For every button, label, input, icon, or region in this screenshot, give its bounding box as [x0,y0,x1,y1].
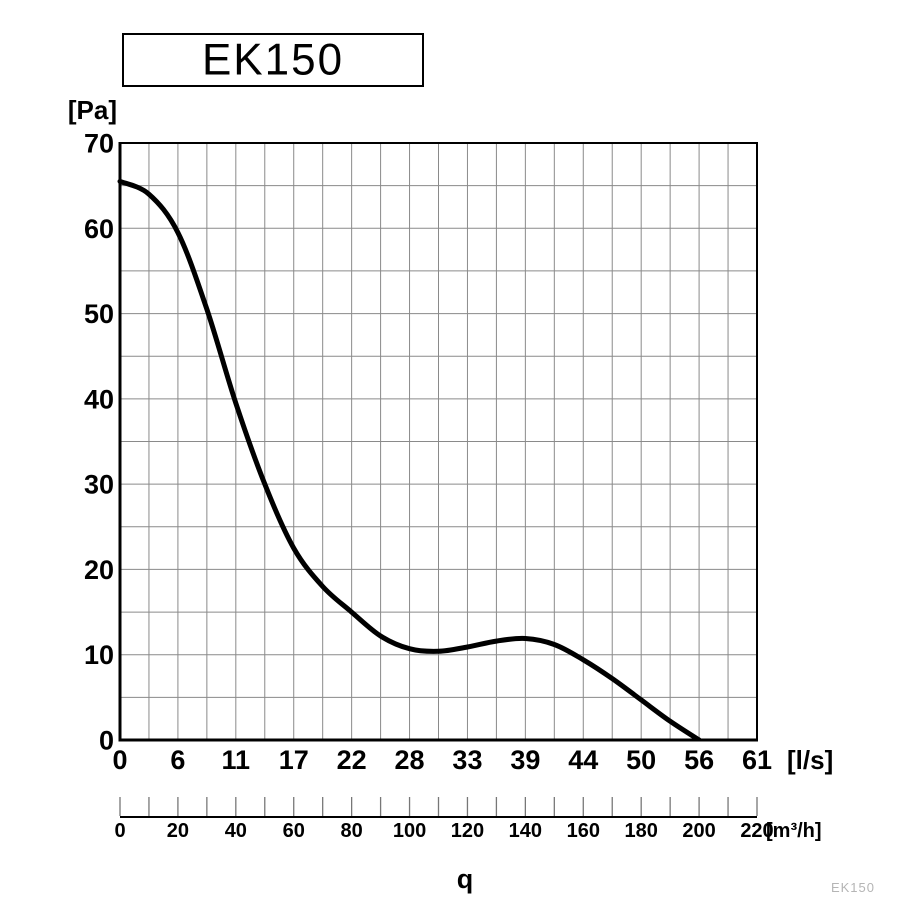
x-tick-label-m3h: 220 [740,820,773,842]
y-tick-label: 50 [84,299,114,329]
x-tick-label-m3h: 160 [567,820,600,842]
pressure-curve [117,178,702,742]
model-title: EK150 [201,34,345,85]
x-tick-label-m3h: 0 [114,820,125,842]
x-axis-ls-unit-label: [l/s] [787,745,834,775]
x-tick-label-ls: 28 [395,745,425,775]
x-tick-label-m3h: 140 [509,820,542,842]
x-tick-label-ls: 22 [337,745,367,775]
x-tick-label-ls: 39 [510,745,540,775]
y-tick-label: 0 [99,726,114,756]
x-tick-label-ls: 56 [684,745,714,775]
model-title-box: EK150 [122,33,424,87]
x-tick-label-ls: 61 [742,745,772,775]
y-tick-label: 20 [84,555,114,585]
x-tick-label-m3h: 180 [624,820,657,842]
x-tick-label-m3h: 40 [225,820,247,842]
x-tick-label-m3h: 20 [167,820,189,842]
y-axis-unit-label: [Pa] [67,95,117,125]
y-tick-label: 10 [84,640,114,670]
x-tick-label-m3h: 80 [341,820,363,842]
flow-quantity-label: q [456,864,474,894]
x-tick-label-ls: 33 [452,745,482,775]
x-tick-label-m3h: 200 [682,820,715,842]
x-tick-label-ls: 0 [112,745,127,775]
y-tick-label: 30 [84,470,114,500]
y-tick-label: 60 [84,214,114,244]
x-tick-label-m3h: 100 [393,820,426,842]
x-tick-label-m3h: 60 [283,820,305,842]
x-tick-label-ls: 50 [626,745,656,775]
x-tick-label-m3h: 120 [451,820,484,842]
x-tick-label-ls: 6 [170,745,185,775]
x-axis-m3h-unit-label: [m³/h] [766,820,822,842]
x-tick-label-ls: 11 [222,745,251,775]
x-tick-label-ls: 44 [568,745,598,775]
watermark-text: EK150 [830,880,875,895]
y-tick-label: 40 [84,384,114,414]
x-tick-label-ls: 17 [279,745,309,775]
y-tick-label: 70 [84,129,114,159]
